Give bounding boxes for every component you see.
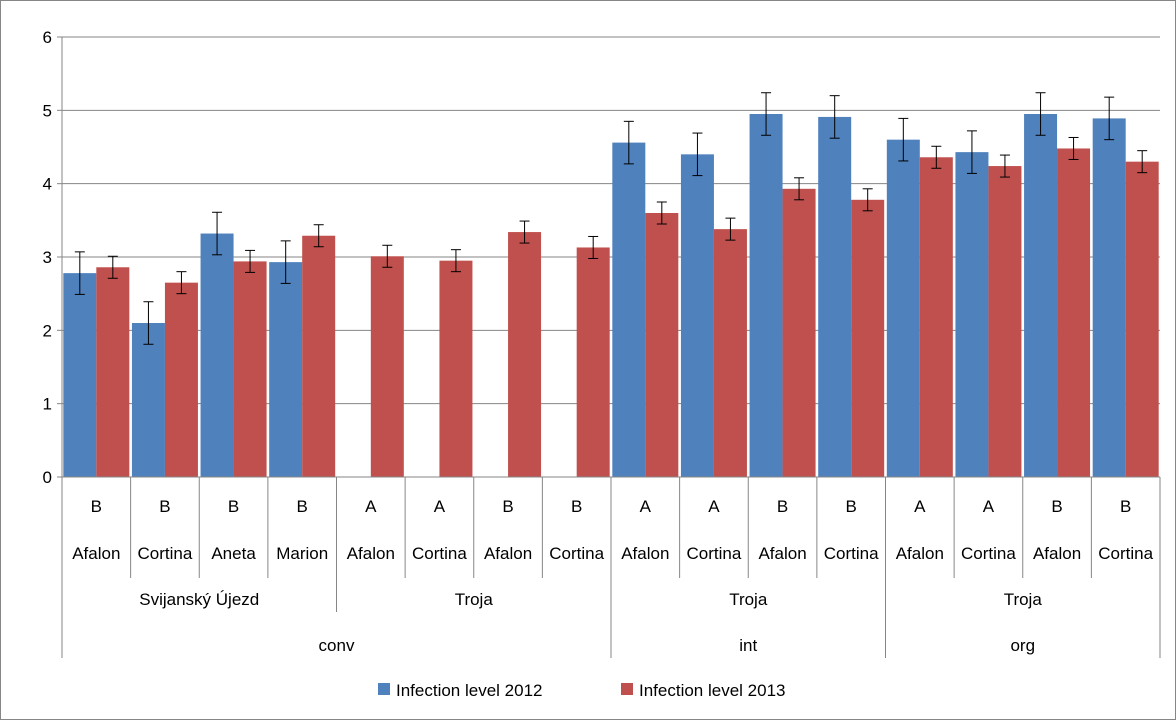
bar-2012	[1092, 118, 1126, 478]
x-label-level1: A	[434, 497, 446, 516]
legend: Infection level 2012 Infection level 2013	[378, 681, 786, 700]
y-tick-label: 5	[43, 101, 52, 120]
y-tick-label: 1	[43, 395, 52, 414]
x-label-location: Troja	[455, 590, 494, 609]
axes: 0 1 2 3 4 5 6 B Afalon B Cortina B Aneta B Marion A Afal…	[43, 28, 1161, 658]
x-label-variety: Afalon	[896, 544, 944, 563]
x-label-variety: Afalon	[347, 544, 395, 563]
x-label-level1: A	[365, 497, 377, 516]
bar-2012	[818, 116, 852, 477]
x-label-variety: Afalon	[484, 544, 532, 563]
x-label-level1: A	[640, 497, 652, 516]
legend-label: Infection level 2012	[396, 681, 543, 700]
bar-2013	[1125, 161, 1159, 477]
bar-2013	[1057, 148, 1091, 477]
bar-2012	[269, 262, 303, 477]
y-tick-label: 0	[43, 468, 52, 487]
y-tick-label: 2	[43, 321, 52, 340]
x-label-location: Troja	[1004, 590, 1043, 609]
x-label-level1: B	[1051, 497, 1062, 516]
x-label-level1: A	[708, 497, 720, 516]
x-label-level1: B	[297, 497, 308, 516]
x-label-level1: B	[777, 497, 788, 516]
bar-2012	[955, 152, 989, 477]
x-label-level1: B	[571, 497, 582, 516]
x-label-level1: B	[159, 497, 170, 516]
bar-2012	[200, 233, 234, 477]
bar-2013	[439, 260, 473, 477]
x-label-level1: A	[983, 497, 995, 516]
x-label-system: org	[1010, 636, 1035, 655]
bar-2013	[988, 166, 1022, 478]
x-label-location: Troja	[729, 590, 768, 609]
bar-2012	[886, 139, 920, 477]
x-label-variety: Cortina	[412, 544, 467, 563]
x-label-level1: B	[502, 497, 513, 516]
x-label-variety: Afalon	[72, 544, 120, 563]
bar-2012	[63, 273, 97, 477]
bar-2013	[919, 157, 953, 477]
bar-2013	[233, 261, 267, 477]
x-label-variety: Marion	[276, 544, 328, 563]
x-label-variety: Cortina	[138, 544, 193, 563]
x-label-level1: B	[1120, 497, 1131, 516]
x-label-system: conv	[319, 636, 355, 655]
x-label-variety: Cortina	[824, 544, 879, 563]
y-tick-label: 3	[43, 248, 52, 267]
bar-2013	[645, 213, 679, 477]
x-label-variety: Cortina	[549, 544, 604, 563]
bar-2013	[782, 188, 816, 478]
x-label-level1: B	[91, 497, 102, 516]
bar-2013	[851, 199, 885, 478]
bar-2012	[680, 154, 714, 478]
legend-swatch-2013	[621, 683, 633, 695]
x-label-variety: Cortina	[961, 544, 1016, 563]
bar-2013	[713, 229, 747, 477]
bar-2012	[612, 142, 646, 477]
x-label-variety: Afalon	[758, 544, 806, 563]
bar-2012	[131, 323, 165, 477]
y-tick-label: 6	[43, 28, 52, 47]
x-label-variety: Afalon	[621, 544, 669, 563]
x-label-location: Svijanský Újezd	[139, 590, 259, 609]
legend-swatch-2012	[378, 683, 390, 695]
x-label-variety: Afalon	[1033, 544, 1081, 563]
bar-2012	[749, 114, 783, 477]
bar-2013	[576, 247, 610, 477]
x-label-variety: Aneta	[211, 544, 256, 563]
bar-2013	[96, 267, 130, 477]
bar-2013	[302, 235, 336, 477]
x-label-level1: B	[846, 497, 857, 516]
x-label-level1: A	[914, 497, 926, 516]
y-tick-label: 4	[43, 175, 52, 194]
error-bars	[74, 92, 1148, 345]
x-label-system: int	[739, 636, 757, 655]
bar-2013	[508, 232, 542, 477]
x-label-level1: B	[228, 497, 239, 516]
bar-2013	[164, 282, 198, 477]
x-label-variety: Cortina	[687, 544, 742, 563]
bars	[63, 114, 1159, 478]
bar-2013	[370, 256, 404, 477]
legend-label: Infection level 2013	[639, 681, 786, 700]
x-label-variety: Cortina	[1098, 544, 1153, 563]
bar-2012	[1024, 114, 1058, 477]
